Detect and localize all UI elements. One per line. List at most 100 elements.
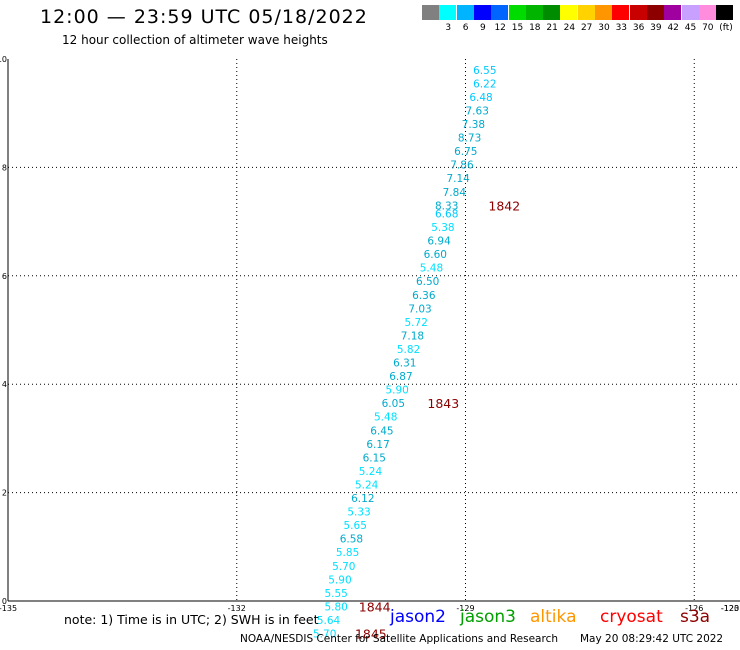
legend-label: 45: [684, 23, 697, 33]
swh-value-label: 7.63: [466, 105, 489, 117]
legend-swatch: [473, 5, 491, 20]
swh-value-label: 6.60: [424, 249, 447, 261]
swh-value-label: 7.18: [401, 330, 424, 342]
satellite-name: jason3: [460, 607, 516, 627]
legend-swatch: [456, 5, 474, 20]
swh-value-label: 6.58: [340, 534, 363, 546]
swh-value-label: 5.38: [431, 222, 454, 234]
legend-swatch: [664, 5, 682, 20]
legend-swatch: [595, 5, 612, 20]
legend-swatch: [543, 5, 561, 20]
x-tick-label: -126: [685, 604, 703, 613]
swh-value-label: 6.05: [382, 398, 405, 410]
x-tick-label: -120: [721, 604, 739, 613]
legend-swatch: [629, 5, 647, 20]
legend-swatch: [560, 5, 578, 20]
swh-value-label: 7.84: [443, 187, 467, 199]
swh-value-label: 5.24: [359, 466, 383, 478]
swh-value-label: 6.17: [366, 439, 389, 451]
legend-swatch: [491, 5, 509, 20]
swh-value-label: 6.31: [393, 358, 416, 370]
pass-time-label: 1844: [359, 599, 391, 614]
chart-title: 12:00 — 23:59 UTC 05/18/2022: [40, 6, 368, 28]
legend-swatch: [525, 5, 543, 20]
y-tick-label: 10: [0, 55, 7, 64]
chart-subtitle: 12 hour collection of altimeter wave hei…: [62, 33, 328, 47]
legend-swatch: [681, 5, 699, 20]
legend-label: 36: [632, 23, 645, 33]
legend-swatch: [612, 5, 630, 20]
legend-label: 3: [445, 23, 452, 33]
x-tick-label: -135: [0, 604, 17, 613]
legend-label: 12: [494, 23, 506, 33]
swh-value-label: 5.48: [420, 263, 443, 275]
swh-value-label: 7.38: [462, 119, 485, 131]
swh-value-label: 5.24: [355, 479, 379, 491]
legend-label: 27: [580, 23, 593, 33]
legend-swatch: [439, 5, 457, 20]
swh-value-label: 5.72: [405, 317, 428, 329]
swh-value-label: 6.36: [412, 290, 436, 302]
x-tick-label: -129: [456, 604, 474, 613]
swh-value-label: 6.94: [427, 236, 451, 248]
credit-text: NOAA/NESDIS Center for Satellite Applica…: [240, 633, 558, 645]
swh-value-label: 5.48: [374, 412, 397, 424]
y-tick-label: 0: [2, 597, 7, 606]
swh-value-label: 5.85: [336, 547, 359, 559]
swh-value-label: 5.55: [324, 588, 347, 600]
swh-value-label: 5.90: [328, 574, 351, 586]
swh-value-label: 6.15: [363, 452, 386, 464]
swh-value-label: 5.33: [347, 507, 370, 519]
swh-value-label: 6.75: [454, 146, 477, 158]
swh-value-label: 5.64: [317, 615, 341, 627]
legend-label: 21: [546, 23, 558, 33]
legend-swatch: [422, 5, 439, 20]
swh-value-label: 8.73: [458, 133, 481, 145]
pass-time-label: 1845: [355, 627, 387, 642]
swh-value-label: 7.86: [450, 160, 474, 172]
swh-value-label: 6.68: [435, 208, 458, 220]
swh-value-label: 5.90: [385, 385, 408, 397]
swh-value-label: 6.50: [416, 276, 439, 288]
satellite-name: s3a: [680, 607, 711, 627]
swh-value-label: 7.14: [446, 173, 470, 185]
x-tick-label: -123: [721, 604, 739, 613]
legend-label: 39: [650, 23, 662, 33]
generation-timestamp: May 20 08:29:42 UTC 2022: [580, 633, 724, 645]
legend-label: 33: [615, 23, 628, 33]
legend-label: 70: [702, 23, 714, 33]
swh-value-label: 6.87: [389, 371, 412, 383]
y-tick-label: 6: [2, 272, 7, 281]
color-legend: 3 6 9 12 15 18 21 24 27 30 33 36 39 42 45 70 (ft): [422, 5, 734, 37]
swh-value-label: 8.33: [435, 200, 458, 212]
legend-swatch: [716, 5, 734, 20]
legend-swatch: [577, 5, 595, 20]
swh-value-label: 5.70: [332, 561, 355, 573]
legend-unit-label: (ft): [719, 23, 733, 33]
pass-time-label: 1842: [488, 198, 520, 213]
swh-value-label: 6.55: [473, 65, 496, 77]
swh-value-label: 6.22: [473, 78, 496, 90]
satellite-name: jason2: [390, 607, 446, 627]
satellite-name: altika: [530, 607, 577, 627]
swh-value-label: 5.70: [313, 629, 336, 641]
y-tick-label: 4: [2, 380, 7, 389]
swh-value-label: 6.45: [370, 425, 393, 437]
swh-value-label: 5.82: [397, 344, 420, 356]
swh-value-label: 6.48: [469, 92, 492, 104]
swh-value-label: 5.80: [324, 601, 347, 613]
y-tick-label: 2: [2, 489, 7, 498]
swh-value-label: 7.03: [408, 303, 431, 315]
swh-value-label: 5.65: [344, 520, 367, 532]
legend-swatch: [698, 5, 716, 20]
legend-label: 9: [480, 23, 486, 33]
y-tick-label: 8: [2, 163, 7, 172]
legend-swatch: [646, 5, 664, 20]
legend-swatch: [508, 5, 526, 20]
legend-label: 24: [563, 23, 576, 33]
legend-label: 15: [511, 23, 524, 33]
footer-note: note: 1) Time is in UTC; 2) SWH is in fe…: [64, 612, 319, 627]
x-tick-label: -132: [228, 604, 246, 613]
legend-label: 6: [462, 23, 469, 33]
